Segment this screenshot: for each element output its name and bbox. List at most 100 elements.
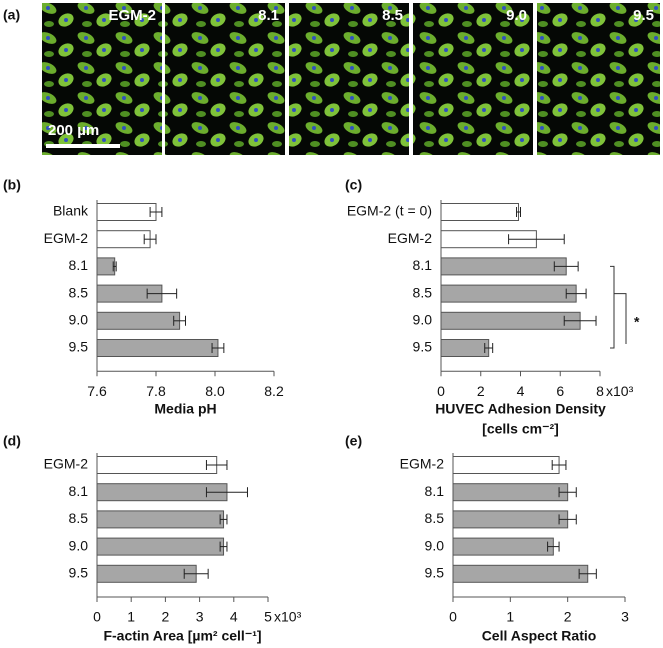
bar <box>96 510 225 529</box>
error-bar <box>183 568 209 579</box>
micrograph <box>413 3 533 155</box>
micrograph <box>165 3 285 155</box>
x-axis-label: F-actin Area [µm² cell⁻¹] <box>103 628 261 644</box>
error-bar <box>112 261 117 272</box>
y-tick-label: 8.5 <box>69 284 89 300</box>
micrograph <box>537 3 660 155</box>
x-tick-label: 3 <box>196 609 204 625</box>
bar <box>440 203 520 221</box>
x-tick-label: 4 <box>517 383 525 399</box>
y-tick-label: EGM-2 <box>44 456 89 472</box>
significance-mark: * <box>634 314 640 330</box>
x-tick-label: 1 <box>127 609 135 625</box>
error-bar <box>149 207 163 217</box>
y-tick-label: 9.5 <box>69 339 89 355</box>
x-tick-label: 0 <box>449 609 457 625</box>
error-bar <box>578 568 597 579</box>
bar <box>96 456 218 474</box>
x-tick-label: 7.8 <box>146 383 166 399</box>
image-label: 9.0 <box>506 7 527 24</box>
error-bar <box>205 487 248 498</box>
x-tick-label: 2 <box>564 609 572 625</box>
error-bar <box>219 541 228 552</box>
panel-label: (c) <box>345 177 362 193</box>
error-bar <box>146 288 178 299</box>
bar <box>440 311 581 330</box>
error-bar <box>553 261 579 272</box>
y-tick-label: 9.5 <box>425 565 445 581</box>
panel-label: (a) <box>3 7 20 23</box>
error-bar <box>516 207 521 217</box>
y-tick-label: 9.0 <box>69 312 89 328</box>
x-tick-label: 8.2 <box>264 383 284 399</box>
image-label: EGM-2 <box>108 7 156 24</box>
image-label: 9.5 <box>633 7 654 24</box>
significance-bracket <box>610 265 615 349</box>
y-tick-label: EGM-2 <box>400 456 445 472</box>
x-tick-label: 8 <box>596 383 604 399</box>
error-bar <box>219 514 228 525</box>
x-tick-label: 0 <box>437 383 445 399</box>
bar <box>452 537 554 556</box>
x-tick-label: 7.6 <box>87 383 107 399</box>
y-tick-label: Blank <box>53 203 89 219</box>
y-tick-label: 8.1 <box>69 257 89 273</box>
y-tick-label: 8.5 <box>69 510 89 526</box>
x-tick-label: 6 <box>556 383 564 399</box>
micrograph <box>42 3 162 155</box>
bar <box>96 230 151 249</box>
x-multiplier: x10³ <box>274 609 302 625</box>
bar <box>96 257 116 276</box>
y-tick-label: 9.0 <box>69 537 89 553</box>
error-bar <box>558 514 577 525</box>
panel-label: (d) <box>3 433 21 449</box>
bar <box>96 564 197 583</box>
x-axis-label: Cell Aspect Ratio <box>482 628 597 644</box>
significance-bracket <box>614 293 627 344</box>
scale-bar <box>46 144 120 148</box>
error-bar <box>565 288 587 299</box>
y-tick-label: 8.1 <box>69 483 89 499</box>
y-tick-label: 9.0 <box>413 312 433 328</box>
x-multiplier: x10³ <box>606 383 634 399</box>
bar <box>96 311 181 330</box>
x-tick-label: 0 <box>93 609 101 625</box>
x-axis-label: Media pH <box>154 401 216 417</box>
bar <box>440 339 490 357</box>
y-tick-label: EGM-2 (t = 0) <box>347 203 432 219</box>
y-tick-label: 8.1 <box>413 257 433 273</box>
bar <box>452 456 560 474</box>
y-tick-label: 8.5 <box>413 284 433 300</box>
x-tick-label: 4 <box>230 609 238 625</box>
x-tick-label: 1 <box>506 609 514 625</box>
bar <box>96 537 225 556</box>
error-bar <box>508 234 565 245</box>
x-axis-label: HUVEC Adhesion Density <box>435 401 606 417</box>
error-bar <box>143 234 157 245</box>
x-tick-label: 2 <box>162 609 170 625</box>
error-bar <box>173 315 186 326</box>
y-tick-label: 9.0 <box>425 537 445 553</box>
error-bar <box>205 460 228 470</box>
bar <box>96 339 219 357</box>
x-tick-label: 8.0 <box>205 383 225 399</box>
y-tick-label: 8.1 <box>425 483 445 499</box>
panel-label: (b) <box>3 177 21 193</box>
image-label: 8.1 <box>258 7 279 24</box>
y-tick-label: 9.5 <box>69 565 89 581</box>
bar <box>452 564 589 583</box>
bar <box>452 510 569 529</box>
scale-bar-label: 200 µm <box>48 122 99 139</box>
bar <box>440 284 577 303</box>
error-bar <box>551 460 567 470</box>
bar <box>96 203 157 221</box>
x-tick-label: 5 <box>264 609 272 625</box>
bar <box>440 257 567 276</box>
y-tick-label: EGM-2 <box>44 230 89 246</box>
y-tick-label: EGM-2 <box>388 230 433 246</box>
image-label: 8.5 <box>382 7 403 24</box>
bar <box>452 483 569 502</box>
micrograph <box>289 3 409 155</box>
x-axis-units: [cells cm⁻²] <box>482 421 559 437</box>
